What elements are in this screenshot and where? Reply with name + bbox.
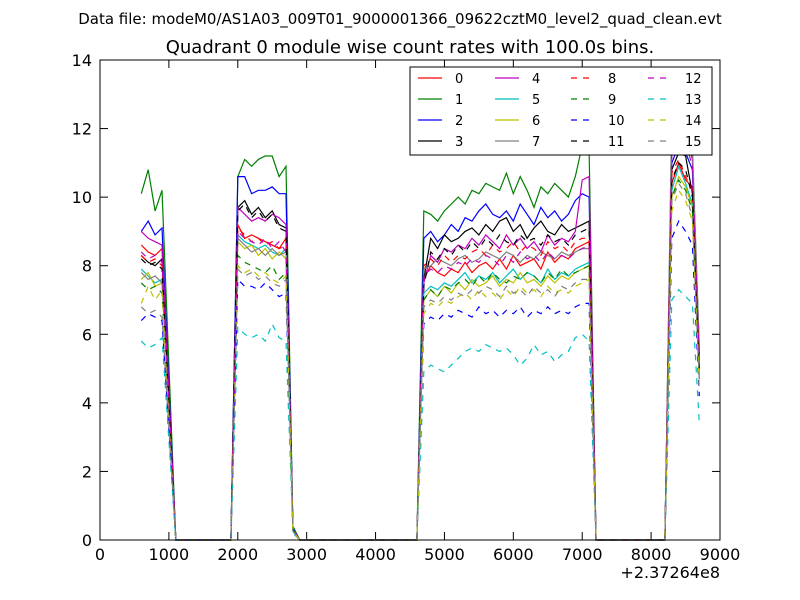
legend-label-4: 4 [532, 72, 540, 87]
legend-label-0: 0 [455, 72, 463, 87]
series-line-11 [140, 161, 700, 541]
legend-label-10: 10 [608, 114, 625, 129]
legend-label-13: 13 [685, 93, 702, 108]
legend-label-8: 8 [608, 72, 616, 87]
legend-label-6: 6 [532, 114, 540, 129]
x-axis-ticks: 0 1000 2000 3000 4000 5000 6000 7000 8000 9000 [95, 60, 740, 564]
x-tick-label: 1000 [149, 545, 190, 564]
x-tick-label: 6000 [493, 545, 534, 564]
x-tick-label: 2000 [217, 545, 258, 564]
y-tick-label: 10 [72, 188, 92, 207]
legend-label-5: 5 [532, 93, 540, 108]
legend-label-11: 11 [608, 135, 625, 150]
x-tick-label: 8000 [631, 545, 672, 564]
x-tick-label: 5000 [424, 545, 465, 564]
y-tick-label: 6 [82, 325, 92, 344]
x-tick-label: 9000 [700, 545, 741, 564]
legend-label-9: 9 [608, 93, 616, 108]
legend-box [409, 66, 713, 156]
x-offset-label: +2.37264e8 [620, 563, 720, 582]
legend-label-1: 1 [455, 93, 463, 108]
y-tick-label: 12 [72, 120, 92, 139]
y-tick-label: 4 [82, 394, 92, 413]
legend-label-15: 15 [685, 135, 702, 150]
plot-frame [99, 59, 721, 541]
legend-label-2: 2 [455, 114, 463, 129]
legend-label-12: 12 [685, 72, 702, 87]
y-tick-label: 2 [82, 462, 92, 481]
y-tick-label: 14 [72, 51, 92, 70]
y-tick-label: 8 [82, 257, 92, 276]
x-tick-label: 4000 [355, 545, 396, 564]
legend-label-7: 7 [532, 135, 540, 150]
x-tick-label: 7000 [562, 545, 603, 564]
x-tick-label: 3000 [286, 545, 327, 564]
suptitle: Data file: modeM0/AS1A03_009T01_90000013… [78, 10, 722, 29]
y-tick-label: 0 [82, 531, 92, 550]
legend-label-3: 3 [455, 135, 463, 150]
x-tick-label: 0 [95, 545, 105, 564]
legend-label-14: 14 [685, 114, 702, 129]
chart-title: Quadrant 0 module wise count rates with … [166, 37, 655, 58]
